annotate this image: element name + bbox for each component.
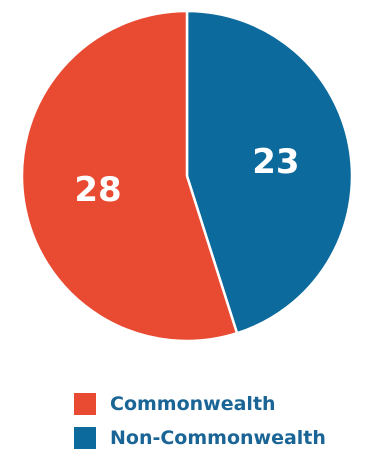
legend-label-commonwealth: Commonwealth: [110, 393, 276, 415]
pie-slices: [20, 9, 354, 343]
pie-slice-commonwealth: [20, 9, 239, 343]
legend-swatch-non-commonwealth: [74, 427, 96, 449]
legend-item-non-commonwealth: Non-Commonwealth: [74, 426, 326, 450]
legend-label-non-commonwealth: Non-Commonwealth: [110, 427, 326, 449]
data-label-commonwealth: 28: [74, 170, 121, 210]
pie-slice-non-commonwealth: [185, 9, 354, 335]
legend-item-commonwealth: Commonwealth: [74, 392, 326, 416]
pie-data-labels: 23 28: [74, 142, 299, 210]
legend: Commonwealth Non-Commonwealth: [74, 392, 326, 460]
legend-swatch-commonwealth: [74, 393, 96, 415]
pie-chart: 23 28: [20, 9, 354, 343]
data-label-non-commonwealth: 23: [252, 142, 299, 182]
